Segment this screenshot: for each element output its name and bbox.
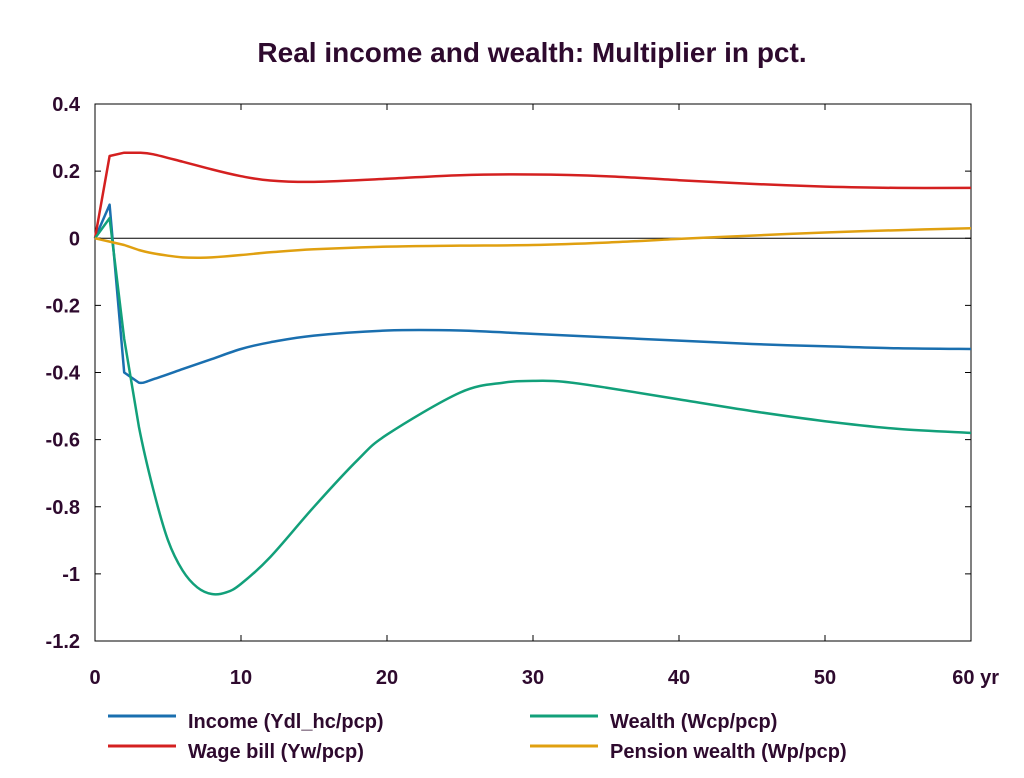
x-axis: 0 10 20 30 40 50 60 yr	[89, 104, 999, 689]
series-line-1	[93, 203, 972, 385]
x-tick-label: 10	[230, 667, 252, 689]
y-tick-label: -0.4	[46, 363, 81, 385]
x-tick-label: 20	[376, 667, 398, 689]
series-line-2	[93, 151, 972, 239]
y-tick-label: 0.4	[52, 94, 81, 116]
series-line-3	[93, 216, 972, 596]
y-tick-label: 0	[69, 228, 80, 250]
x-tick-label: 30	[522, 667, 544, 689]
legend-label: Pension wealth (Wp/pcp)	[610, 741, 847, 763]
legend-label: Income (Ydl_hc/pcp)	[188, 711, 384, 733]
legend-label: Wage bill (Yw/pcp)	[188, 741, 364, 763]
x-tick-label: 60 yr	[952, 667, 999, 689]
plot-area-frame	[94, 103, 972, 642]
x-tick-label: 40	[668, 667, 690, 689]
chart-title: Real income and wealth: Multiplier in pc…	[257, 37, 806, 68]
y-tick-label: -0.8	[46, 497, 80, 519]
series-layer	[93, 151, 972, 596]
legend: Income (Ydl_hc/pcp) Wage bill (Yw/pcp) Wea…	[108, 711, 847, 763]
y-tick-label: -0.2	[46, 295, 80, 317]
y-axis: 0.4 0.2 0 -0.2 -0.4 -0.6 -0.8 -1 -1.2	[46, 94, 971, 653]
x-tick-label: 50	[814, 667, 836, 689]
legend-label: Wealth (Wcp/pcp)	[610, 711, 777, 733]
y-tick-label: -1.2	[46, 631, 80, 653]
x-tick-label: 0	[89, 667, 100, 689]
series-line-4	[94, 226, 972, 259]
y-tick-label: 0.2	[52, 161, 80, 183]
y-tick-label: -0.6	[46, 430, 80, 452]
y-tick-label: -1	[62, 564, 80, 586]
